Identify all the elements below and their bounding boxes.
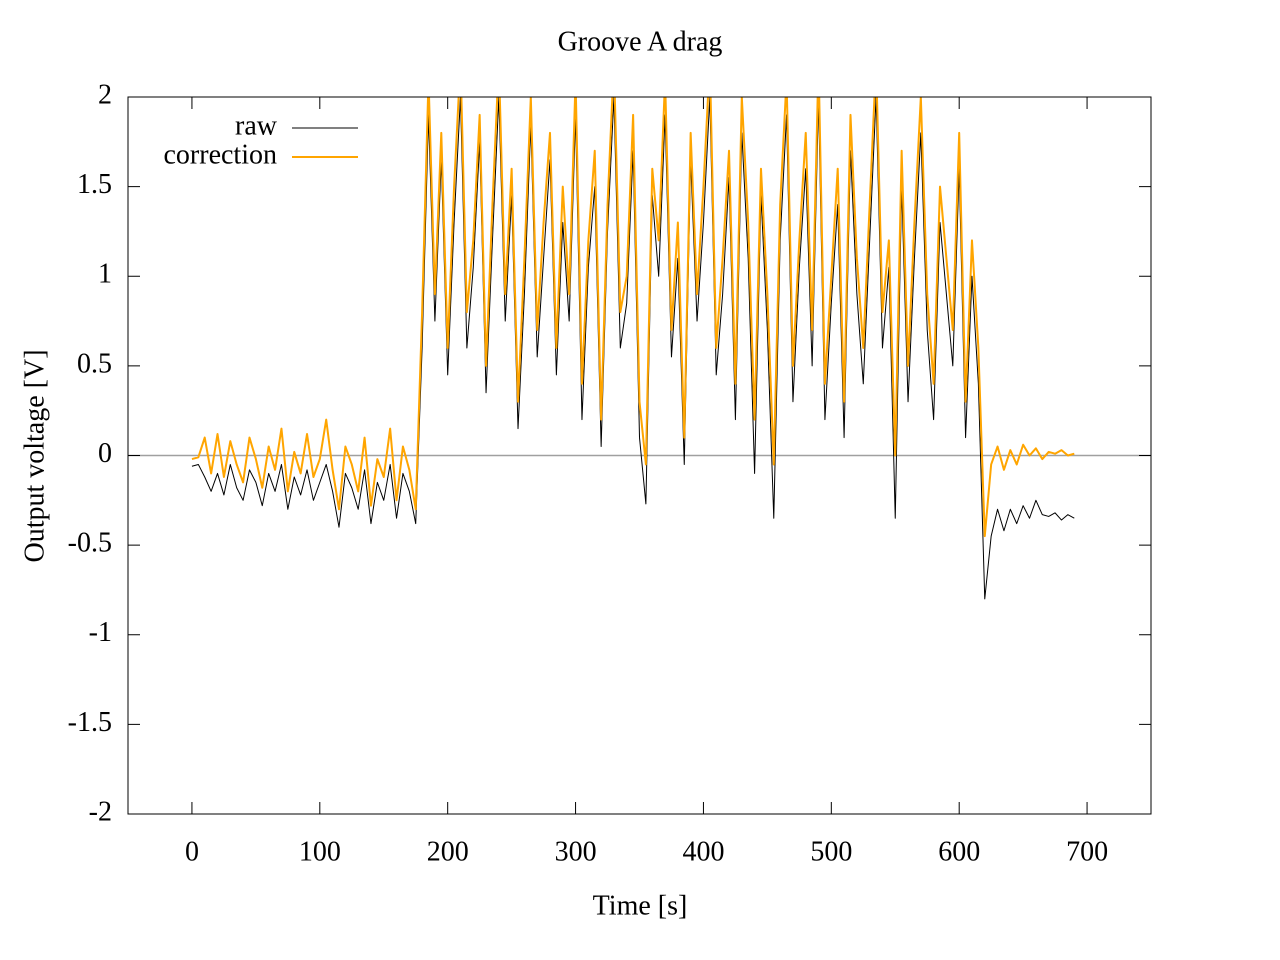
- y-tick-label: 2: [98, 79, 112, 110]
- x-tick-label: 500: [810, 836, 852, 867]
- x-tick-label: 100: [299, 836, 341, 867]
- y-tick-label: 1.5: [77, 169, 112, 200]
- y-tick-label: 0: [98, 438, 112, 469]
- y-axis-label: Output voltage [V]: [19, 349, 50, 562]
- y-tick-label: 0.5: [77, 348, 112, 379]
- x-tick-label: 700: [1066, 836, 1108, 867]
- ticks: 0 100 200 300 400 500 600 700 -2 -1.5 -1 -0.5 0 0.5 1 1…: [68, 79, 1151, 867]
- plot-frame: [127, 96, 1152, 815]
- y-tick-label: -1.5: [68, 707, 112, 738]
- x-axis-label: Time [s]: [593, 890, 688, 921]
- y-tick-label: -2: [89, 796, 112, 827]
- y-tick-label: 1: [98, 259, 112, 290]
- chart-title: Groove A drag: [558, 26, 723, 57]
- x-tick-label: 200: [427, 836, 469, 867]
- legend-label: raw: [235, 110, 278, 141]
- x-tick-label: 300: [555, 836, 597, 867]
- y-tick-label: -1: [89, 617, 112, 648]
- y-tick-label: -0.5: [68, 528, 112, 559]
- series-line: [191, 97, 1075, 538]
- x-tick-label: 600: [938, 836, 980, 867]
- legend-label: correction: [164, 139, 278, 170]
- x-tick-label: 400: [682, 836, 724, 867]
- plot-lines: [191, 97, 1075, 600]
- x-tick-label: 0: [185, 836, 199, 867]
